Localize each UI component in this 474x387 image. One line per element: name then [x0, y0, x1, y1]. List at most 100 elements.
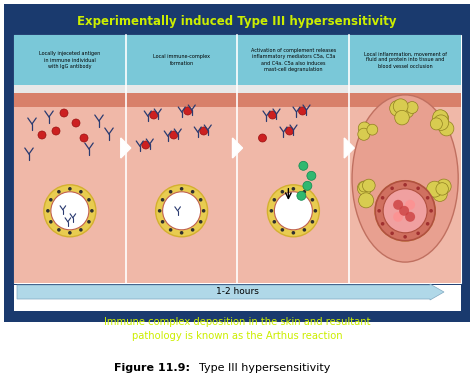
Circle shape [38, 131, 46, 139]
Bar [126, 85, 237, 93]
Text: Type III hypersensitivity: Type III hypersensitivity [192, 363, 330, 373]
Circle shape [302, 228, 306, 232]
Circle shape [68, 231, 72, 235]
Bar [14, 285, 461, 303]
Circle shape [429, 209, 433, 212]
Circle shape [267, 185, 319, 237]
Circle shape [292, 187, 295, 191]
Polygon shape [233, 138, 243, 158]
Circle shape [403, 235, 407, 239]
Circle shape [357, 115, 367, 125]
Circle shape [393, 212, 403, 222]
Circle shape [155, 185, 208, 237]
Circle shape [377, 209, 381, 212]
Circle shape [397, 99, 407, 110]
Circle shape [169, 190, 173, 194]
Circle shape [170, 131, 178, 139]
Circle shape [426, 196, 429, 200]
Circle shape [416, 187, 420, 190]
Circle shape [351, 188, 364, 201]
Circle shape [169, 228, 173, 232]
Circle shape [274, 192, 312, 230]
Circle shape [439, 110, 455, 126]
Circle shape [310, 198, 314, 202]
Circle shape [202, 209, 205, 212]
Circle shape [375, 181, 435, 241]
Text: Local immune-complex
formation: Local immune-complex formation [153, 55, 210, 66]
Text: Experimentally induced Type III hypersensitivity: Experimentally induced Type III hypersen… [77, 15, 397, 29]
Circle shape [399, 206, 409, 216]
Circle shape [383, 189, 427, 233]
Circle shape [80, 134, 88, 142]
Circle shape [405, 212, 415, 222]
Circle shape [416, 231, 420, 235]
Circle shape [403, 183, 407, 187]
Circle shape [416, 231, 420, 235]
Circle shape [381, 222, 384, 226]
Text: Activation of complement releases
inflammatory mediators C5a, C3a
and C4a. C5a a: Activation of complement releases inflam… [251, 48, 336, 72]
Circle shape [426, 196, 429, 200]
Circle shape [403, 235, 407, 239]
Circle shape [68, 187, 72, 191]
Circle shape [390, 231, 394, 235]
Circle shape [310, 220, 314, 224]
Bar [126, 93, 237, 283]
Circle shape [49, 220, 53, 224]
Circle shape [302, 190, 306, 194]
Bar [349, 93, 461, 107]
Bar [14, 93, 126, 283]
Text: Figure 11.9:: Figure 11.9: [114, 363, 190, 373]
Circle shape [52, 127, 60, 135]
Circle shape [292, 231, 295, 235]
Circle shape [358, 128, 371, 141]
Circle shape [437, 120, 451, 134]
Circle shape [46, 209, 50, 212]
Circle shape [199, 220, 202, 224]
Circle shape [200, 127, 208, 135]
Circle shape [396, 103, 412, 118]
Bar [14, 85, 126, 93]
Circle shape [49, 198, 53, 202]
Circle shape [199, 198, 202, 202]
Circle shape [314, 209, 317, 212]
Circle shape [57, 228, 61, 232]
Circle shape [161, 220, 164, 224]
Circle shape [391, 103, 403, 115]
Circle shape [303, 181, 312, 190]
Bar [237, 35, 349, 85]
Circle shape [299, 107, 307, 115]
Circle shape [158, 209, 162, 212]
Bar [237, 85, 349, 93]
Bar [349, 85, 461, 93]
Circle shape [307, 171, 316, 180]
Circle shape [381, 222, 384, 226]
Circle shape [299, 161, 308, 170]
Polygon shape [344, 138, 354, 158]
Circle shape [403, 183, 407, 187]
Circle shape [268, 111, 276, 119]
Circle shape [429, 209, 433, 212]
Circle shape [72, 119, 80, 127]
Text: Local inflammation, movement of
fluid and protein into tissue and
blood vessel o: Local inflammation, movement of fluid an… [364, 51, 447, 69]
Circle shape [285, 127, 293, 135]
Circle shape [297, 191, 306, 200]
Circle shape [57, 190, 61, 194]
Circle shape [405, 200, 415, 210]
FancyArrow shape [17, 284, 444, 300]
Circle shape [44, 185, 96, 237]
Bar [349, 93, 461, 283]
Circle shape [430, 189, 442, 201]
Circle shape [87, 220, 91, 224]
Circle shape [163, 192, 201, 230]
Circle shape [281, 190, 284, 194]
Circle shape [438, 122, 449, 132]
Circle shape [191, 190, 194, 194]
Circle shape [281, 228, 284, 232]
Circle shape [51, 192, 89, 230]
Circle shape [191, 228, 194, 232]
Circle shape [353, 184, 366, 197]
Text: Immune complex deposition in the skin and resultant
pathology is known as the Ar: Immune complex deposition in the skin an… [104, 317, 370, 341]
Circle shape [381, 196, 384, 200]
Bar [4, 4, 470, 322]
Text: Locally injeceted antigen
in immune individual
with IgG antibody: Locally injeceted antigen in immune indi… [39, 51, 100, 69]
